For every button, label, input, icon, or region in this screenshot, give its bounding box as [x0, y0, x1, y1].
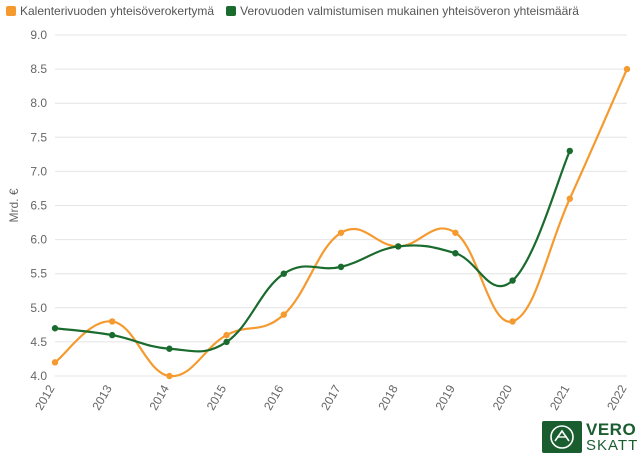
y-tick-label: 4.5 — [30, 335, 47, 349]
legend-swatch-orange — [6, 6, 16, 16]
data-point-series-0 — [623, 65, 631, 73]
data-point-series-1 — [509, 277, 516, 284]
y-tick-label: 6.0 — [30, 233, 47, 247]
x-tick-label: 2019 — [433, 382, 459, 412]
y-tick-label: 7.5 — [30, 130, 47, 144]
logo-text-skatt: SKATT — [586, 437, 639, 454]
data-point-series-1 — [166, 345, 173, 352]
y-tick-label: 8.5 — [30, 62, 47, 76]
y-tick-label: 8.0 — [30, 96, 47, 110]
data-point-series-0 — [223, 331, 230, 339]
logo-emblem-icon — [542, 421, 582, 453]
legend: Kalenterivuoden yhteisöverokertymä Verov… — [6, 4, 579, 18]
x-tick-label: 2018 — [375, 382, 401, 412]
series-line-0 — [54, 68, 629, 378]
data-point-series-0 — [509, 318, 516, 325]
data-point-series-0 — [337, 229, 345, 236]
logo-text-vero: VERO — [586, 420, 637, 439]
data-point-series-1 — [395, 243, 402, 250]
legend-label: Verovuoden valmistumisen mukainen yhteis… — [240, 4, 579, 18]
x-tick-label: 2012 — [32, 382, 58, 412]
x-tick-label: 2021 — [547, 382, 573, 412]
x-tick-label: 2015 — [204, 382, 230, 412]
y-tick-label: 5.0 — [30, 301, 47, 315]
series-line-1 — [54, 150, 571, 353]
x-tick-label: 2016 — [261, 382, 287, 412]
data-point-series-0 — [566, 195, 573, 202]
data-point-series-0 — [452, 229, 459, 236]
data-point-series-1 — [223, 338, 230, 346]
y-tick-label: 6.5 — [30, 199, 47, 213]
x-tick-label: 2014 — [147, 382, 173, 412]
data-point-series-1 — [566, 147, 573, 155]
vero-skatt-logo: VERO SKATT — [542, 420, 637, 454]
y-axis-label: Mrd. € — [7, 188, 21, 222]
data-point-series-0 — [280, 311, 287, 318]
data-point-series-1 — [109, 331, 116, 339]
y-tick-label: 5.5 — [30, 267, 47, 281]
legend-label: Kalenterivuoden yhteisöverokertymä — [20, 4, 215, 18]
data-point-series-1 — [452, 250, 459, 257]
x-tick-label: 2017 — [318, 382, 344, 412]
data-point-series-0 — [51, 359, 59, 366]
legend-item-verovuosi[interactable]: Verovuoden valmistumisen mukainen yhteis… — [226, 4, 579, 18]
data-point-series-1 — [337, 263, 345, 271]
x-tick-label: 2013 — [89, 382, 115, 412]
data-point-series-1 — [51, 325, 59, 332]
legend-item-kalenterivuosi[interactable]: Kalenterivuoden yhteisöverokertymä — [6, 4, 214, 18]
y-tick-label: 9.0 — [30, 28, 47, 42]
x-tick-label: 2020 — [490, 382, 516, 412]
data-point-series-1 — [280, 270, 287, 277]
x-tick-label: 2022 — [604, 382, 630, 412]
y-tick-label: 7.0 — [30, 164, 47, 178]
legend-swatch-green — [226, 6, 237, 16]
data-point-series-0 — [109, 318, 116, 325]
y-tick-label: 4.0 — [30, 369, 47, 383]
data-point-series-0 — [166, 372, 173, 380]
